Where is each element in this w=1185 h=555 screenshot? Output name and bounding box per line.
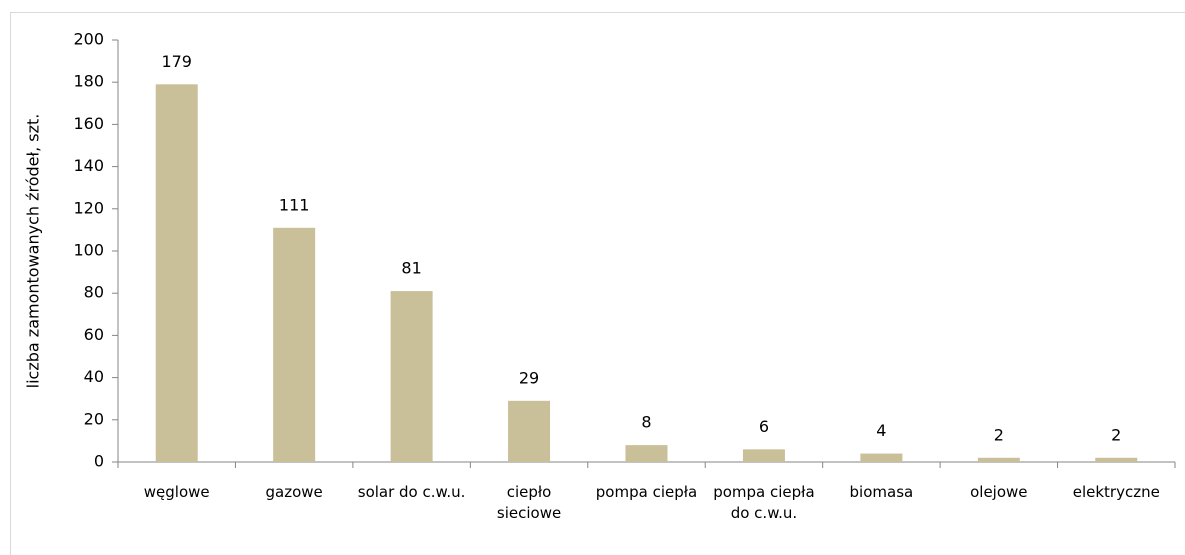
bar	[155, 84, 198, 462]
bar	[977, 457, 1020, 462]
y-tick-label: 100	[73, 241, 104, 260]
bar	[273, 227, 316, 462]
x-tick-label: solar do c.w.u.	[357, 483, 466, 501]
bar	[1095, 457, 1138, 462]
y-tick-label: 60	[84, 325, 104, 344]
y-tick-label: 0	[94, 452, 104, 471]
y-tick-label: 20	[84, 409, 104, 428]
chart-border	[10, 12, 1185, 555]
y-tick-label: 200	[73, 30, 104, 49]
data-label: 179	[161, 52, 192, 71]
data-label: 29	[519, 368, 539, 387]
bar	[390, 291, 433, 462]
x-tick-label: ciepło sieciowe	[496, 483, 562, 522]
data-label: 8	[641, 413, 651, 432]
x-tick-label: olejowe	[970, 483, 1028, 501]
x-tick-label: pompa ciepła	[595, 483, 698, 501]
bar	[860, 453, 903, 462]
y-axis-title: liczba zamontowanych źródeł, szt.	[24, 114, 43, 389]
y-tick-label: 80	[84, 283, 104, 302]
data-label: 81	[401, 259, 421, 278]
y-tick-label: 160	[73, 114, 104, 133]
data-label: 2	[994, 425, 1004, 444]
y-tick-label: 40	[84, 367, 104, 386]
x-tick-label: pompa ciepła do c.w.u.	[713, 483, 815, 522]
data-label: 4	[876, 421, 886, 440]
x-tick-label: węglowe	[143, 483, 210, 501]
data-label: 111	[279, 195, 310, 214]
y-tick-label: 140	[73, 156, 104, 175]
x-tick-label: biomasa	[849, 483, 914, 501]
x-tick-label: elektryczne	[1072, 483, 1160, 501]
y-tick-label: 120	[73, 198, 104, 217]
data-label: 2	[1111, 425, 1121, 444]
x-tick-label: gazowe	[265, 483, 323, 501]
bar	[625, 445, 668, 462]
data-label: 6	[759, 417, 769, 436]
bar	[508, 400, 551, 462]
y-tick-label: 180	[73, 72, 104, 91]
bar	[742, 449, 785, 462]
